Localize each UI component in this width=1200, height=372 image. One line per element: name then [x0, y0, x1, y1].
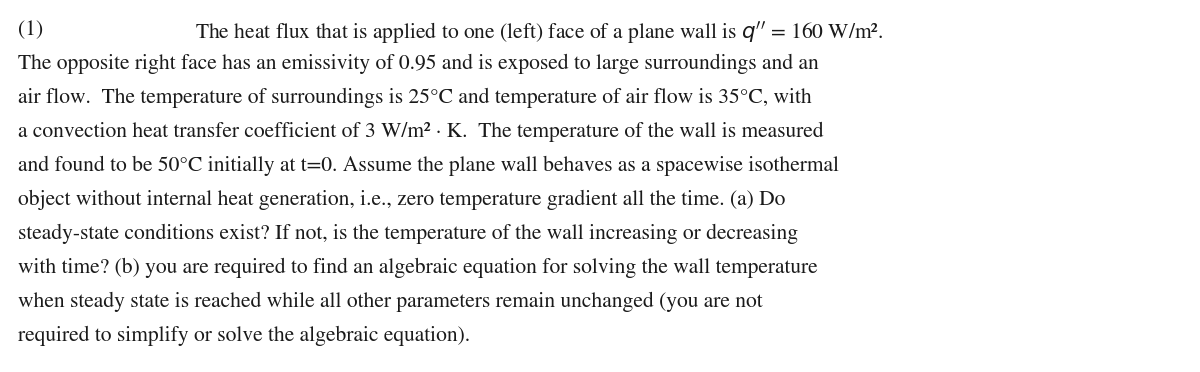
Text: The opposite right face has an emissivity of 0.95 and is exposed to large surrou: The opposite right face has an emissivit…: [18, 54, 818, 74]
Text: and found to be 50°C initially at t=0. Assume the plane wall behaves as a spacew: and found to be 50°C initially at t=0. A…: [18, 156, 839, 176]
Text: air flow.  The temperature of surroundings is 25°C and temperature of air flow i: air flow. The temperature of surrounding…: [18, 88, 811, 108]
Text: The heat flux that is applied to one (left) face of a plane wall is $q^{\prime\p: The heat flux that is applied to one (le…: [194, 20, 883, 46]
Text: object without internal heat generation, i.e., zero temperature gradient all the: object without internal heat generation,…: [18, 190, 785, 210]
Text: a convection heat transfer coefficient of 3 W/m² · K.  The temperature of the wa: a convection heat transfer coefficient o…: [18, 122, 823, 142]
Text: (1): (1): [18, 20, 43, 40]
Text: steady-state conditions exist? If not, is the temperature of the wall increasing: steady-state conditions exist? If not, i…: [18, 224, 798, 244]
Text: required to simplify or solve the algebraic equation).: required to simplify or solve the algebr…: [18, 326, 470, 346]
Text: with time? (b) you are required to find an algebraic equation for solving the wa: with time? (b) you are required to find …: [18, 258, 817, 278]
Text: when steady state is reached while all other parameters remain unchanged (you ar: when steady state is reached while all o…: [18, 292, 763, 312]
